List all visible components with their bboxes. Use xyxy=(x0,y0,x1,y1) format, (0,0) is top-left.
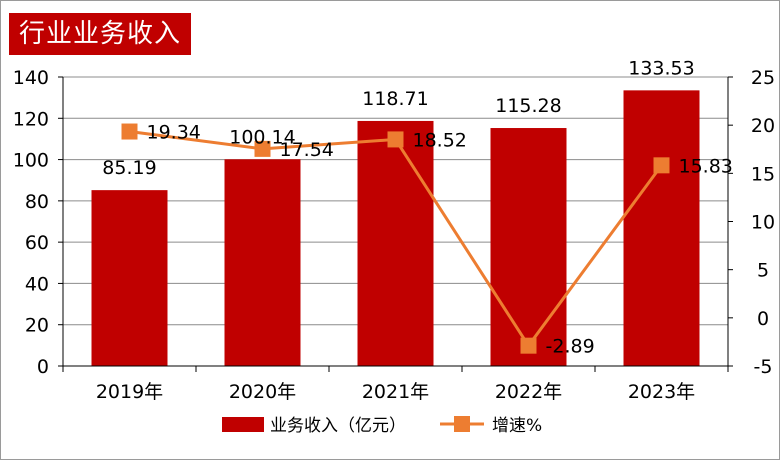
bar xyxy=(623,90,700,366)
x-tick-label: 2022年 xyxy=(495,381,562,403)
growth-value-label: 17.54 xyxy=(280,139,334,161)
growth-value-label: 18.52 xyxy=(413,129,467,151)
growth-value-label: -2.89 xyxy=(546,336,595,358)
y-tick-label: 40 xyxy=(25,273,49,295)
x-tick-label: 2023年 xyxy=(628,381,695,403)
y-tick-label: 140 xyxy=(13,67,49,89)
bar xyxy=(357,120,434,367)
x-tick-label: 2019年 xyxy=(96,381,163,403)
bar-series xyxy=(91,90,700,367)
legend-bar-swatch xyxy=(222,417,264,432)
y2-tick-label: 25 xyxy=(751,67,775,89)
data-labels: 85.19 100.14 118.71 115.28 133.53 19.34 17.54 1… xyxy=(102,57,733,357)
growth-value-label: 19.34 xyxy=(147,122,201,144)
y2-tick-label: 10 xyxy=(751,212,775,234)
bar-value-label: 85.19 xyxy=(102,157,156,179)
y-tick-label: 60 xyxy=(25,232,49,254)
y2-tick-label: 0 xyxy=(757,308,769,330)
y-tick-label: 100 xyxy=(13,150,49,172)
y2-tick-label: 20 xyxy=(751,115,775,137)
bar xyxy=(224,159,301,366)
legend-line-marker xyxy=(454,416,470,432)
bar-value-label: 118.71 xyxy=(362,88,428,110)
legend: 业务收入（亿元） 增速% xyxy=(222,416,542,436)
y2-tick-label: -5 xyxy=(754,356,773,378)
y-tick-label: 120 xyxy=(13,108,49,130)
y-tick-label: 20 xyxy=(25,315,49,337)
growth-value-label: 15.83 xyxy=(679,155,733,177)
x-tick-label: 2021年 xyxy=(362,381,429,403)
legend-bar-label: 业务收入（亿元） xyxy=(270,416,406,436)
growth-marker xyxy=(520,337,537,354)
bar-value-label: 115.28 xyxy=(495,95,561,117)
bar-value-label: 100.14 xyxy=(229,126,295,148)
x-tick-label: 2020年 xyxy=(229,381,296,403)
chart-title: 行业业务收入 xyxy=(9,13,192,55)
axes: 0 20 40 60 80 100 120 140 -5 0 5 10 15 20 25 2019年 2020年… xyxy=(13,67,775,403)
y-tick-label: 80 xyxy=(25,191,49,213)
y2-tick-label: 5 xyxy=(757,260,769,282)
growth-marker xyxy=(254,140,271,157)
legend-line-label: 增速% xyxy=(492,416,542,436)
y2-tick-label: 15 xyxy=(751,163,775,185)
bar-value-label: 133.53 xyxy=(628,57,694,79)
line-series xyxy=(121,123,670,354)
y-tick-label: 0 xyxy=(37,356,49,378)
bar xyxy=(91,190,168,366)
growth-marker xyxy=(121,123,138,140)
bar xyxy=(490,128,567,366)
growth-marker xyxy=(387,131,404,148)
growth-marker xyxy=(653,157,670,174)
